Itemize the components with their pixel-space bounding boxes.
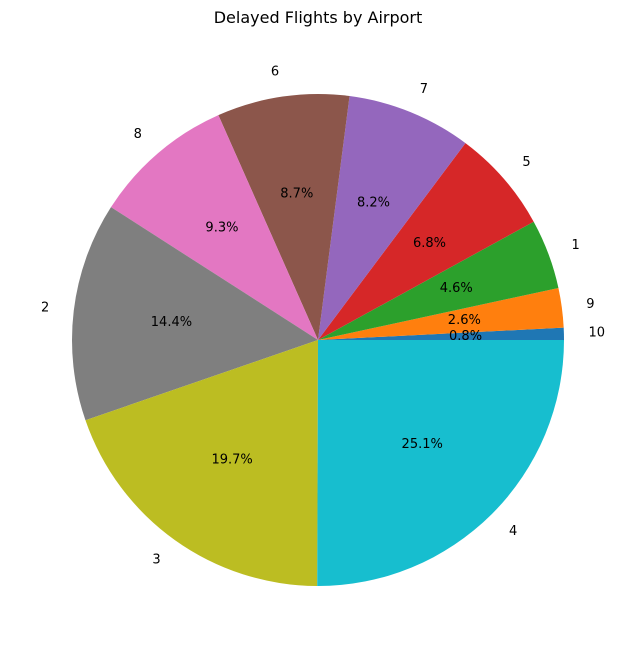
percent-label-1: 4.6% xyxy=(440,281,473,296)
category-labels: 10 9 1 5 7 6 8 2 3 4 xyxy=(41,65,605,568)
pie-slice-7 xyxy=(318,96,466,340)
percent-label-3: 19.7% xyxy=(211,453,252,468)
pie-slice-8 xyxy=(110,115,318,340)
chart-title: Delayed Flights by Airport xyxy=(213,8,423,27)
category-label-6: 6 xyxy=(271,65,279,80)
percent-label-4: 25.1% xyxy=(402,437,443,452)
category-label-7: 7 xyxy=(420,82,428,97)
pie-slice-10 xyxy=(318,327,564,340)
category-label-8: 8 xyxy=(134,127,142,142)
pie-slice-9 xyxy=(318,287,564,340)
percent-label-2: 14.4% xyxy=(151,315,192,330)
percent-label-9: 2.6% xyxy=(448,313,481,328)
percent-label-6: 8.7% xyxy=(280,186,313,201)
pie-slice-1 xyxy=(318,221,559,340)
category-label-10: 10 xyxy=(589,326,606,341)
pie-slices xyxy=(72,94,564,587)
percent-label-7: 8.2% xyxy=(357,196,390,211)
pie-slice-6 xyxy=(218,94,350,341)
percent-label-5: 6.8% xyxy=(413,236,446,251)
category-label-3: 3 xyxy=(152,553,160,568)
percent-label-10: 0.8% xyxy=(449,329,482,344)
pie-slice-4 xyxy=(317,340,564,587)
category-label-2: 2 xyxy=(41,300,49,315)
category-label-5: 5 xyxy=(522,155,530,170)
percent-label-8: 9.3% xyxy=(205,220,238,235)
category-label-4: 4 xyxy=(509,524,517,539)
pie-slice-2 xyxy=(72,207,318,421)
category-label-1: 1 xyxy=(572,238,580,253)
pie-slice-5 xyxy=(318,143,534,340)
category-label-9: 9 xyxy=(586,297,594,312)
pie-slice-3 xyxy=(85,340,319,586)
percent-labels: 0.8%2.6% 4.6% 6.8% 8.2% 8.7% 9.3% 14.4% 19.7% 25… xyxy=(151,186,482,467)
